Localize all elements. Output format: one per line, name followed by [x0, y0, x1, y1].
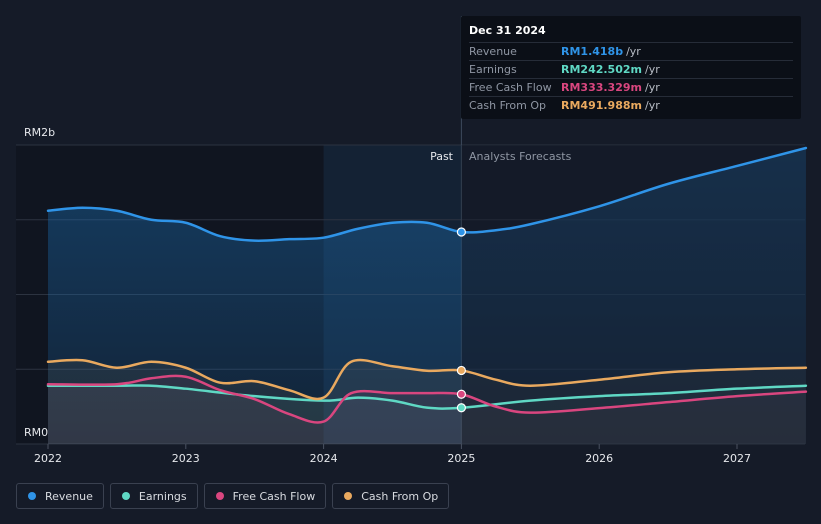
tooltip-value: RM333.329m [561, 81, 642, 94]
tooltip-unit: /yr [644, 99, 660, 112]
tooltip-row-free-cash-flow: Free Cash Flow RM333.329m /yr [469, 78, 793, 96]
legend-label: Revenue [45, 489, 93, 503]
earnings-marker [456, 403, 466, 413]
tooltip: Dec 31 2024 Revenue RM1.418b /yr Earning… [461, 16, 801, 119]
past-label: Past [430, 150, 454, 163]
cash-from-op-area [48, 360, 806, 444]
forecast-label: Analysts Forecasts [469, 150, 572, 163]
free-cash-flow-marker [456, 389, 466, 399]
legend-label: Cash From Op [361, 489, 439, 503]
tooltip-label: Cash From Op [469, 99, 547, 112]
tooltip-value: RM491.988m [561, 99, 642, 112]
tooltip-label: Free Cash Flow [469, 81, 552, 94]
revenue-marker [456, 227, 466, 237]
legend-item-cash-from-op[interactable]: Cash From Op [332, 483, 450, 509]
series-areas [48, 145, 806, 445]
y-axis-bottom-label: RM0 [24, 426, 48, 439]
tooltip-label: Revenue [469, 45, 517, 58]
tooltip-value: RM242.502m [561, 63, 642, 76]
x-tick-label: 2027 [723, 452, 751, 465]
legend-dot-icon [121, 492, 130, 500]
x-axis-ticks: 2022 2023 2024 2025 2026 2027 [34, 444, 751, 465]
legend-dot-icon [344, 492, 353, 500]
tooltip-label: Earnings [469, 63, 517, 76]
tooltip-unit: /yr [644, 63, 660, 76]
earnings-line [46, 384, 808, 410]
revenue-line [46, 146, 808, 243]
earnings-area [48, 385, 806, 444]
x-tick-label: 2026 [585, 452, 613, 465]
tooltip-row-cash-from-op: Cash From Op RM491.988m /yr [469, 96, 793, 114]
axis-labels: RM2b RM0 Past Analysts Forecasts [24, 126, 572, 439]
revenue-area [48, 147, 806, 445]
tooltip-date: Dec 31 2024 [469, 24, 546, 37]
tooltip-value: RM1.418b [561, 45, 624, 58]
legend-item-free-cash-flow[interactable]: Free Cash Flow [203, 483, 327, 509]
cash-from-op-line [46, 358, 808, 401]
y-axis-top-label: RM2b [24, 126, 55, 139]
highlight-markers [456, 227, 466, 413]
legend-label: Free Cash Flow [232, 489, 316, 503]
free-cash-flow-line [46, 374, 808, 424]
cash-from-op-marker [456, 365, 466, 376]
x-tick-label: 2024 [310, 452, 338, 465]
tooltip-unit: /yr [644, 81, 660, 94]
legend: Revenue Earnings Free Cash Flow Cash Fro… [16, 483, 450, 511]
tooltip-row-earnings: Earnings RM242.502m /yr [469, 60, 793, 78]
x-tick-label: 2023 [172, 452, 200, 465]
forecast-dim [461, 145, 806, 444]
legend-item-revenue[interactable]: Revenue [16, 483, 104, 509]
legend-dot-icon [28, 492, 36, 500]
x-tick-label: 2025 [447, 452, 475, 465]
legend-dot-icon [215, 492, 224, 500]
legend-item-earnings[interactable]: Earnings [109, 483, 198, 509]
legend-label: Earnings [138, 489, 187, 503]
tooltip-unit: /yr [626, 45, 641, 58]
free-cash-flow-area [48, 375, 806, 444]
series-lines [46, 146, 808, 424]
x-tick-label: 2022 [34, 452, 62, 465]
tooltip-row-revenue: Revenue RM1.418b /yr [469, 42, 793, 60]
